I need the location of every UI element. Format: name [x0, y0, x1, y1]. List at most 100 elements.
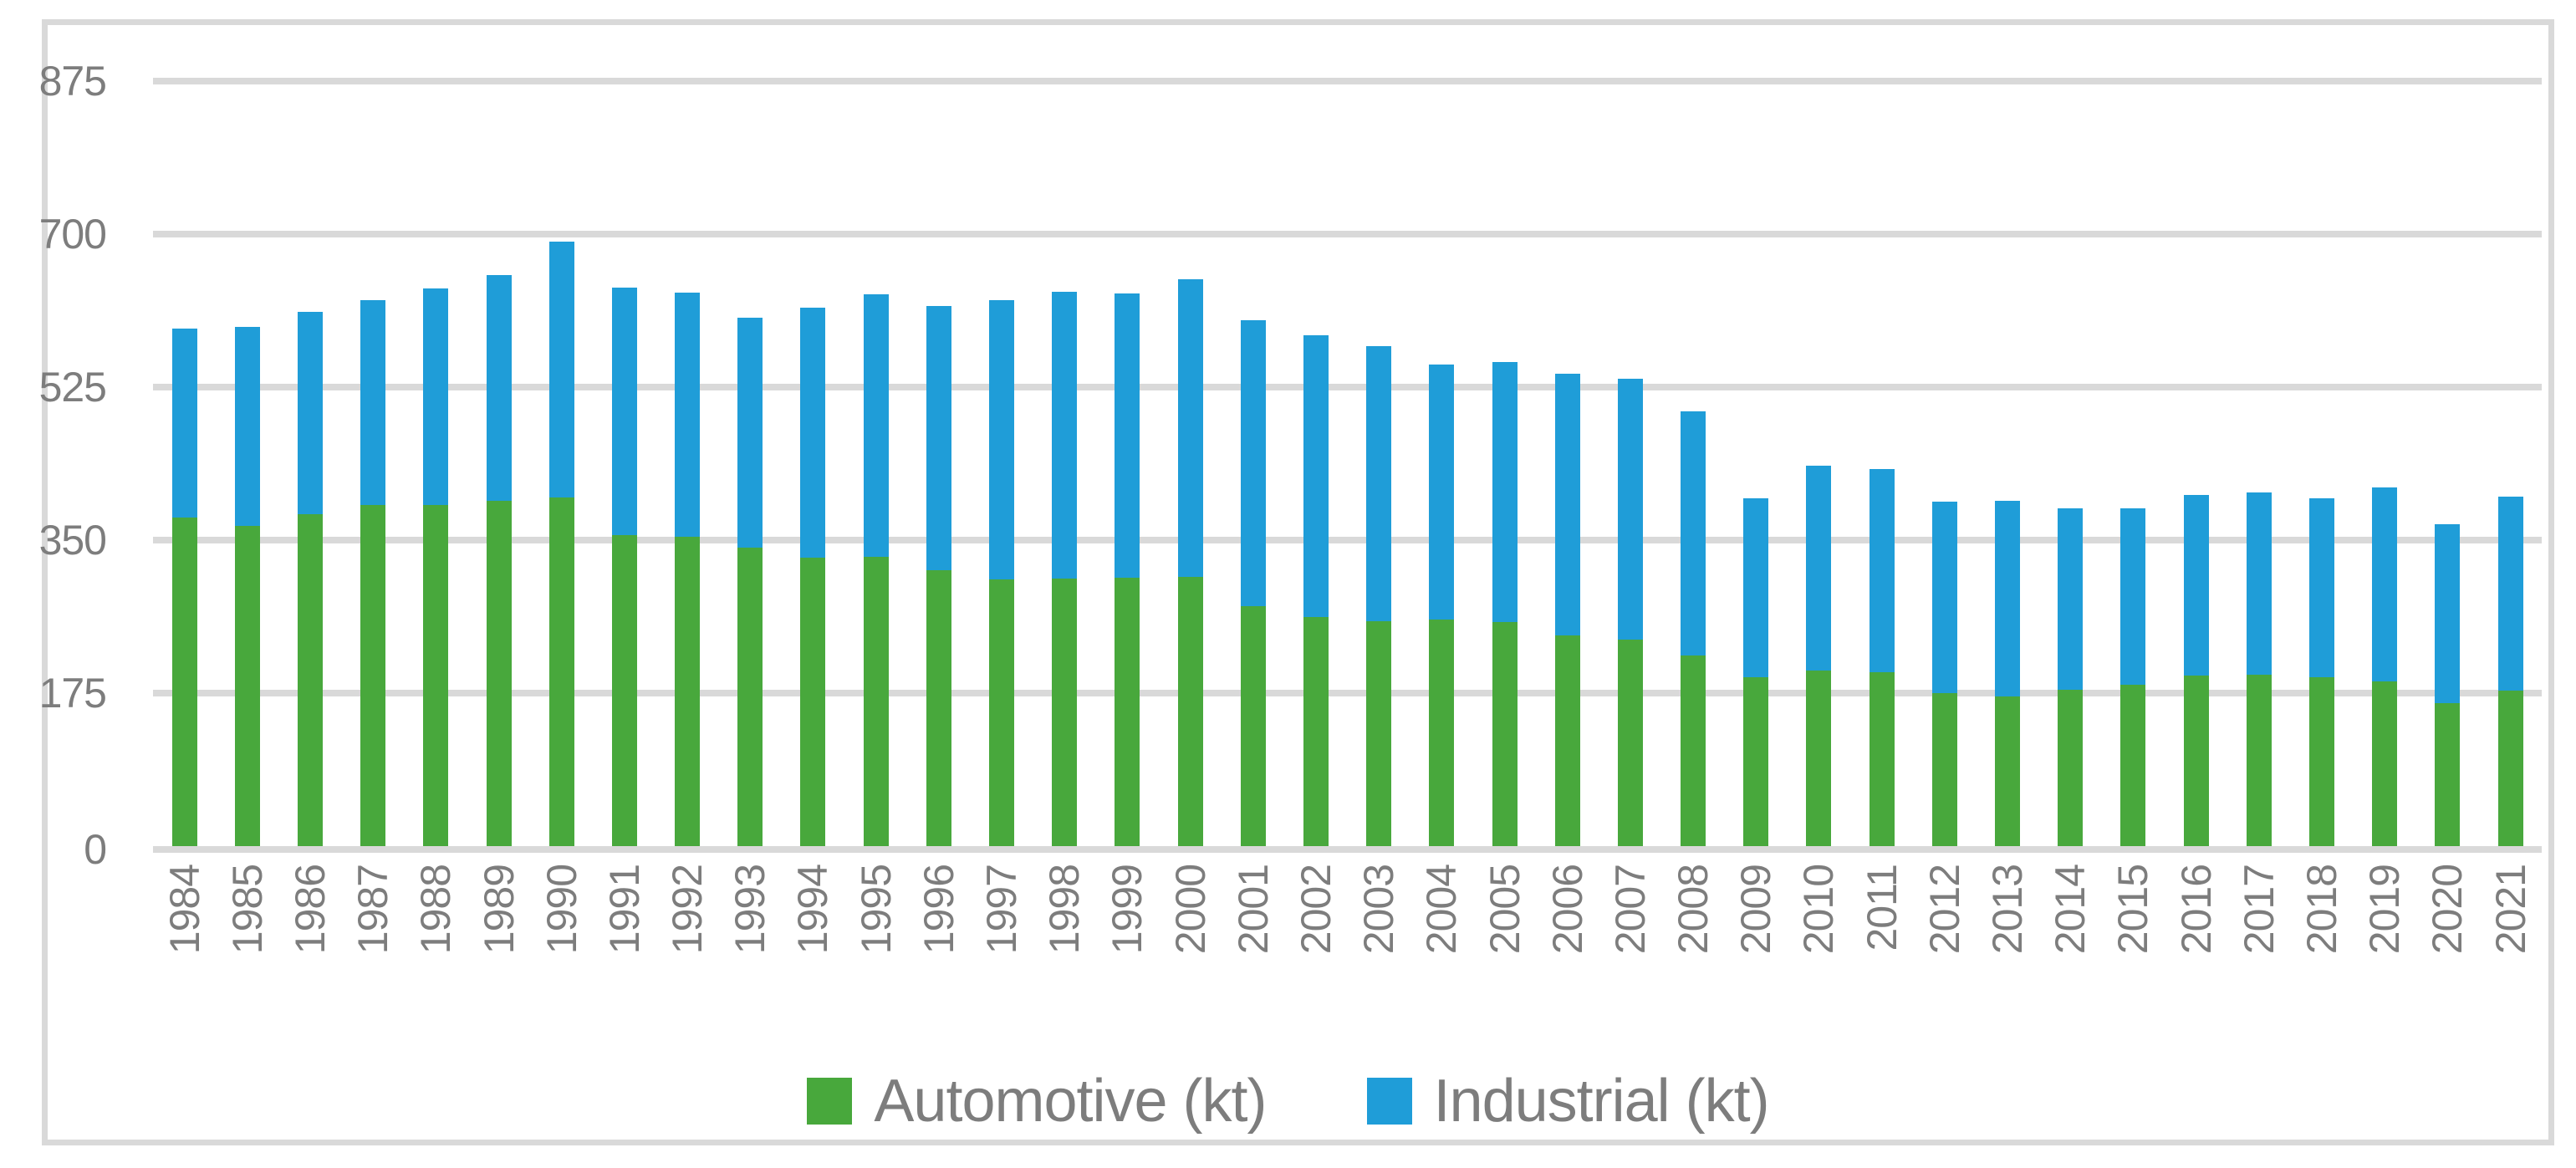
bar-segment-automotive-1989 [486, 500, 512, 846]
x-tick-label-1997: 1997 [978, 865, 1026, 955]
bar-segment-industrial-2001 [1240, 319, 1266, 607]
bar-segment-industrial-1988 [423, 288, 449, 506]
bar-column-1993 [719, 81, 782, 846]
x-tick-label-1985: 1985 [223, 865, 271, 955]
x-tick-label-2016: 2016 [2172, 865, 2220, 955]
bar-segment-industrial-2020 [2435, 524, 2461, 703]
x-tick-label-2009: 2009 [1732, 865, 1780, 955]
bar-segment-industrial-2015 [2120, 508, 2146, 685]
x-tick-cell-1987: 1987 [342, 865, 405, 1023]
bar-segment-automotive-1988 [423, 505, 449, 846]
x-tick-cell-2018: 2018 [2290, 865, 2353, 1023]
bar-segment-automotive-2016 [2183, 676, 2209, 846]
x-tick-label-2003: 2003 [1355, 865, 1403, 955]
bar-stack-1994 [800, 307, 826, 846]
bar-segment-industrial-2013 [1995, 500, 2021, 697]
bar-stack-2011 [1869, 469, 1895, 846]
bar-stack-2010 [1806, 466, 1832, 846]
bar-column-2009 [1725, 81, 1788, 846]
bar-segment-automotive-2013 [1995, 696, 2021, 846]
bar-stack-2016 [2183, 494, 2209, 846]
x-tick-cell-2008: 2008 [1662, 865, 1725, 1023]
bar-segment-industrial-1986 [297, 312, 323, 514]
bar-column-1988 [405, 81, 467, 846]
gridline-350 [153, 537, 2542, 543]
bar-segment-industrial-1987 [360, 300, 386, 506]
bar-segment-industrial-2002 [1303, 335, 1329, 618]
bar-column-2004 [1410, 81, 1473, 846]
bar-stack-2000 [1177, 279, 1203, 846]
bar-segment-automotive-1997 [989, 579, 1015, 846]
x-tick-label-2000: 2000 [1166, 865, 1214, 955]
bar-stack-2013 [1995, 500, 2021, 846]
x-tick-label-2005: 2005 [1481, 865, 1528, 955]
x-tick-cell-1992: 1992 [656, 865, 719, 1023]
bar-stack-2004 [1429, 364, 1455, 846]
bar-segment-industrial-1990 [548, 242, 574, 497]
bar-column-1996 [907, 81, 970, 846]
bar-stack-1996 [926, 305, 951, 846]
x-tick-label-2006: 2006 [1543, 865, 1591, 955]
x-tick-label-2010: 2010 [1795, 865, 1843, 955]
bar-column-1994 [782, 81, 844, 846]
bar-segment-automotive-1992 [675, 536, 701, 846]
bar-segment-industrial-2008 [1681, 411, 1706, 656]
x-tick-cell-1995: 1995 [844, 865, 907, 1023]
bar-stack-1992 [675, 293, 701, 846]
x-tick-cell-2021: 2021 [2479, 865, 2542, 1023]
bar-segment-industrial-2010 [1806, 466, 1832, 671]
bar-column-2008 [1662, 81, 1725, 846]
bar-column-2006 [1536, 81, 1599, 846]
bar-segment-industrial-1999 [1115, 293, 1140, 578]
bar-stack-1990 [548, 242, 574, 846]
bar-segment-industrial-1984 [171, 328, 197, 518]
x-tick-label-1998: 1998 [1041, 865, 1089, 955]
x-tick-label-2012: 2012 [1921, 865, 1968, 955]
bar-segment-industrial-2017 [2246, 492, 2272, 676]
x-tick-cell-1997: 1997 [970, 865, 1033, 1023]
bar-stack-2012 [1931, 502, 1957, 846]
x-tick-cell-1991: 1991 [593, 865, 655, 1023]
bar-segment-automotive-1987 [360, 505, 386, 846]
bar-segment-industrial-1994 [800, 307, 826, 558]
bar-column-2007 [1599, 81, 1661, 846]
bar-segment-industrial-2021 [2497, 496, 2523, 691]
bar-column-2019 [2354, 81, 2416, 846]
bar-stack-2007 [1617, 378, 1643, 846]
x-tick-cell-2000: 2000 [1159, 865, 1222, 1023]
bar-stack-2014 [2058, 508, 2084, 846]
bar-stack-2017 [2246, 492, 2272, 846]
legend-label-industrial: Industrial (kt) [1433, 1068, 1770, 1135]
x-tick-label-1996: 1996 [915, 865, 962, 955]
bar-stack-2021 [2497, 496, 2523, 846]
bar-segment-automotive-2019 [2372, 681, 2398, 846]
bar-column-1987 [342, 81, 405, 846]
bar-stack-1989 [486, 275, 512, 846]
bar-column-2017 [2227, 81, 2290, 846]
bar-segment-automotive-2011 [1869, 671, 1895, 846]
x-tick-label-2021: 2021 [2487, 865, 2534, 955]
bar-segment-industrial-1992 [675, 293, 701, 537]
bar-segment-industrial-2005 [1492, 361, 1518, 623]
bar-column-2012 [1913, 81, 1976, 846]
x-tick-cell-1985: 1985 [216, 865, 278, 1023]
x-tick-cell-2019: 2019 [2354, 865, 2416, 1023]
legend-label-automotive: Automotive (kt) [874, 1068, 1267, 1135]
bar-stack-2020 [2435, 524, 2461, 846]
bar-segment-industrial-2019 [2372, 487, 2398, 682]
gridline-175 [153, 690, 2542, 696]
bar-segment-automotive-2014 [2058, 689, 2084, 846]
bar-stack-1985 [234, 326, 260, 846]
bar-segment-automotive-1991 [611, 534, 637, 846]
bar-segment-industrial-2018 [2308, 497, 2334, 678]
x-tick-label-2011: 2011 [1858, 865, 1905, 951]
x-tick-cell-2004: 2004 [1410, 865, 1473, 1023]
x-tick-cell-2010: 2010 [1788, 865, 1850, 1023]
x-tick-label-1990: 1990 [538, 865, 585, 955]
bar-stack-1999 [1115, 293, 1140, 846]
plot-area [153, 81, 2542, 846]
x-tick-cell-2020: 2020 [2416, 865, 2479, 1023]
bar-stack-2015 [2120, 508, 2146, 846]
bar-column-2014 [2039, 81, 2102, 846]
bar-stack-2009 [1743, 497, 1769, 846]
